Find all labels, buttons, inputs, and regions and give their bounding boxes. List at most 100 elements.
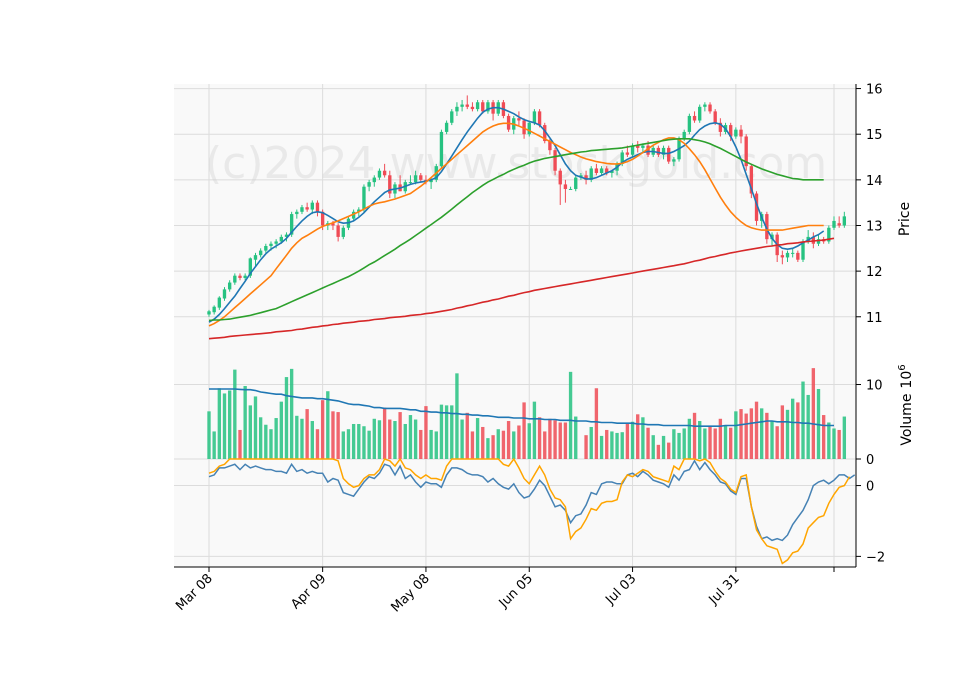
candlestick (382, 163, 387, 178)
volume-bar (729, 427, 733, 459)
candle-body (765, 214, 769, 240)
volume-bar (620, 432, 624, 459)
x-axis-tick-label: Jun 05 (496, 571, 536, 611)
candle-body (553, 150, 557, 171)
candlestick (527, 120, 531, 137)
volume-bar (269, 429, 273, 459)
candlestick (362, 184, 366, 212)
moving-average-line (208, 122, 824, 327)
candlestick (692, 111, 697, 123)
volume-bar (227, 390, 232, 459)
volume-bar (692, 412, 697, 459)
volume-bar (599, 435, 604, 459)
candle-body (274, 241, 278, 244)
candlestick (470, 102, 475, 112)
candle-body (336, 225, 340, 237)
volume-bar (486, 438, 490, 459)
candle-body (357, 209, 361, 212)
candle-body (641, 145, 645, 148)
volume-bar (258, 417, 263, 459)
candlestick (739, 125, 743, 144)
volume-bar (424, 406, 428, 459)
volume-bar (661, 435, 666, 459)
volume-bar (233, 369, 237, 459)
candle-body (253, 255, 258, 260)
volume-bar (749, 408, 754, 459)
candle-body (439, 131, 444, 167)
volume-axis-label-exponent-base: 10 (899, 371, 915, 389)
volume-bar (491, 435, 495, 459)
candle-body (351, 211, 356, 219)
candlestick (558, 168, 562, 205)
candle-body (734, 129, 738, 137)
volume-bar (243, 386, 247, 459)
volume-bar (212, 431, 216, 459)
candle-body (300, 207, 304, 212)
candle-body (233, 275, 237, 283)
volume-bar (821, 415, 826, 459)
volume-bar (475, 418, 480, 459)
volume-bar (656, 444, 661, 459)
candlestick (450, 109, 454, 126)
candlestick (827, 225, 831, 244)
volume-bar (594, 388, 599, 459)
candle-body (279, 236, 283, 242)
volume-bar (367, 430, 371, 459)
candle-body (574, 177, 578, 189)
volume-bar (770, 421, 774, 459)
candlestick (636, 141, 640, 153)
volume-bar (460, 419, 464, 459)
candlestick (734, 127, 738, 139)
candle-body (527, 122, 531, 135)
candle-body (413, 175, 418, 183)
candle-body (594, 168, 599, 173)
volume-bar (346, 429, 351, 459)
volume-average-line (209, 388, 834, 427)
candlestick (754, 191, 759, 226)
volume-bar (248, 405, 253, 459)
candlestick (253, 252, 258, 267)
volume-bar (465, 412, 469, 459)
candle-body (749, 166, 754, 194)
candle-body (599, 168, 604, 173)
price-axis-label: Price (897, 202, 913, 236)
candle-body (667, 147, 671, 162)
candle-body (589, 168, 593, 180)
price-panel-marks (207, 95, 847, 340)
candle-body (388, 175, 392, 194)
volume-bar (842, 416, 847, 459)
volume-bar (279, 401, 283, 459)
candle-body (382, 170, 387, 176)
candle-body (481, 102, 485, 112)
volume-bar (341, 431, 345, 459)
candlestick (553, 147, 557, 176)
volume-bar (723, 425, 728, 459)
volume-bar (790, 398, 795, 459)
volume-bar (300, 418, 304, 459)
candle-body (222, 289, 227, 299)
candlestick (667, 145, 671, 164)
volume-bar (703, 428, 707, 459)
candle-body (548, 141, 552, 151)
candlestick (517, 111, 521, 126)
candle-body (310, 202, 314, 210)
candlestick (568, 186, 573, 190)
volume-bar (238, 429, 242, 459)
x-axis-tick-label: Jul 31 (706, 571, 743, 608)
candlestick (212, 305, 216, 315)
volume-bar (295, 415, 299, 459)
candle-body (584, 175, 588, 180)
candle-body (264, 246, 268, 251)
candle-body (377, 170, 382, 178)
candle-body (289, 214, 294, 235)
oscillator-line (208, 457, 851, 565)
candlestick (341, 225, 345, 240)
volume-bar (646, 427, 650, 459)
candlestick (584, 170, 588, 185)
volume-bar (553, 420, 557, 459)
volume-bar (377, 420, 382, 459)
candlestick (785, 250, 790, 262)
volume-bar (444, 405, 449, 459)
watermark-text: (c)2024 www.stockgold.com (205, 138, 827, 189)
candlestick (413, 170, 418, 185)
